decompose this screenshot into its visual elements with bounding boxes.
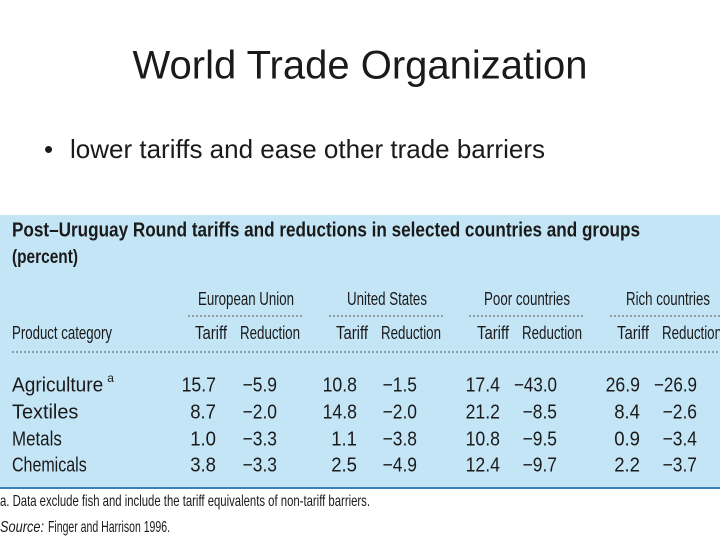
footnote: a. Data exclude fish and include the tar…	[0, 493, 370, 510]
cell-value: 10.8	[466, 428, 500, 450]
table-title: Post–Uruguay Round tariffs and reduction…	[12, 219, 640, 241]
column-header: Reduction	[240, 323, 300, 343]
cell-value: 1.0	[190, 428, 216, 450]
cell-value: 15.7	[182, 374, 216, 396]
group-header: United States	[347, 289, 427, 309]
cell-value: −3.7	[663, 454, 697, 476]
column-header: Tariff	[195, 323, 228, 343]
group-header: Poor countries	[484, 289, 570, 309]
group-header: Rich countries	[626, 289, 710, 309]
cell-value: −26.9	[654, 374, 697, 396]
row-category: Metals	[12, 428, 62, 450]
cell-value: −4.9	[383, 454, 417, 476]
source: Finger and Harrison 1996.	[48, 519, 170, 536]
cell-value: −5.9	[243, 374, 277, 396]
row-category: Textiles	[12, 401, 78, 423]
row-note: a	[107, 371, 114, 385]
bullet-text: lower tariffs and ease other trade barri…	[70, 134, 545, 164]
cell-value: −3.4	[663, 428, 697, 450]
column-header: Tariff	[617, 323, 650, 343]
cell-value: 3.8	[190, 454, 216, 476]
cell-value: −2.6	[663, 401, 697, 423]
cell-value: 12.4	[466, 454, 500, 476]
cell-value: −1.5	[383, 374, 417, 396]
cell-value: −3.3	[243, 428, 277, 450]
table-subtitle: (percent)	[12, 247, 78, 268]
bullet-dot: •	[44, 134, 53, 164]
column-header: Tariff	[336, 323, 369, 343]
cell-value: −2.0	[243, 401, 277, 423]
cell-value: −3.8	[383, 428, 417, 450]
cell-value: 17.4	[466, 374, 500, 396]
cell-value: 8.4	[614, 401, 640, 423]
cell-value: −9.5	[523, 428, 557, 450]
column-header: Reduction	[522, 323, 582, 343]
cell-value: 1.1	[331, 428, 357, 450]
source-label: Source:	[0, 519, 44, 536]
column-header: Reduction	[381, 323, 441, 343]
cell-value: −9.7	[523, 454, 557, 476]
row-category: Chemicals	[12, 454, 87, 476]
cell-value: −8.5	[523, 401, 557, 423]
cell-value: −43.0	[514, 374, 557, 396]
column-header: Reduction	[662, 323, 720, 343]
cell-value: 14.8	[323, 401, 357, 423]
slide-title: World Trade Organization	[132, 44, 587, 88]
cell-value: −3.3	[243, 454, 277, 476]
row-category: Agriculture	[12, 374, 103, 396]
cell-value: 10.8	[323, 374, 357, 396]
cell-value: 2.5	[331, 454, 357, 476]
column-header: Product category	[12, 323, 112, 343]
cell-value: 21.2	[466, 401, 500, 423]
cell-value: 26.9	[606, 374, 640, 396]
group-header: European Union	[198, 289, 294, 309]
cell-value: 0.9	[614, 428, 640, 450]
cell-value: 2.2	[614, 454, 640, 476]
cell-value: −2.0	[383, 401, 417, 423]
column-header: Tariff	[477, 323, 510, 343]
cell-value: 8.7	[190, 401, 216, 423]
